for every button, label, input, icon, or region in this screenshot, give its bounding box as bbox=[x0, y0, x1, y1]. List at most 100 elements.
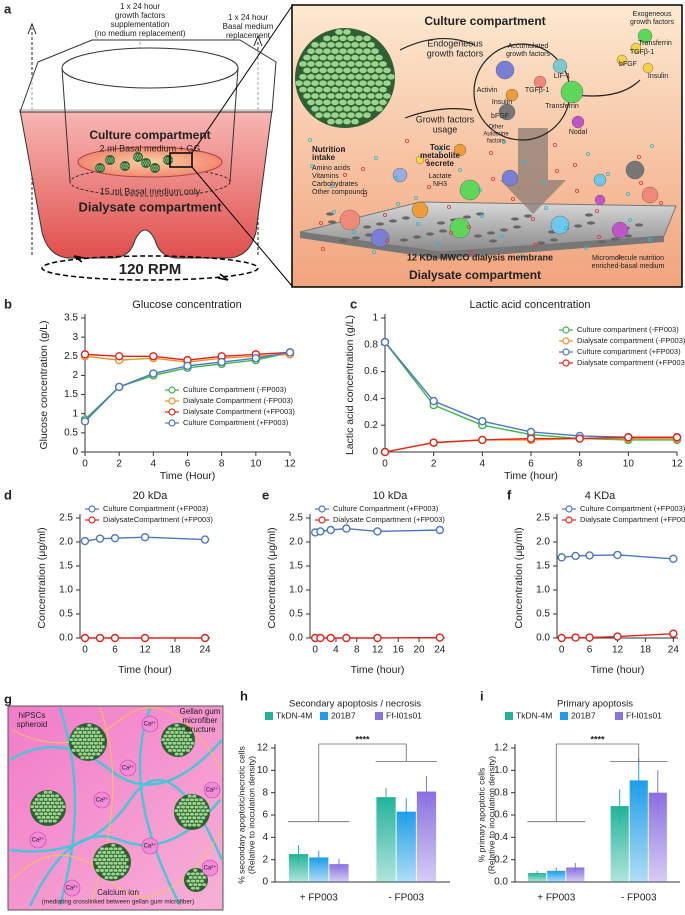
panel-label: h bbox=[240, 688, 248, 703]
y-tick-label: 0.5 bbox=[64, 427, 78, 438]
legend-swatch bbox=[560, 712, 568, 720]
diagram-text: Nutrition bbox=[312, 145, 345, 154]
diagram-text: LIF-1 bbox=[554, 73, 570, 80]
cell bbox=[110, 872, 116, 876]
micro-dot bbox=[648, 237, 653, 242]
cell bbox=[152, 166, 156, 170]
flow-arrow bbox=[500, 128, 566, 214]
bar bbox=[288, 854, 309, 882]
micro-dot bbox=[542, 179, 547, 184]
cell bbox=[334, 92, 344, 100]
cell bbox=[125, 166, 129, 170]
cell bbox=[182, 815, 188, 820]
molecule bbox=[392, 167, 408, 183]
data-point bbox=[316, 633, 325, 643]
data-point bbox=[613, 550, 622, 560]
y-tick-label: 1.0 bbox=[536, 585, 550, 596]
cell bbox=[354, 86, 364, 93]
cell bbox=[124, 164, 128, 168]
x-axis-label: Time (hour) bbox=[351, 664, 405, 676]
cell bbox=[141, 163, 145, 167]
calcium-ion bbox=[119, 759, 137, 777]
cell bbox=[107, 158, 111, 162]
y-tick-label: 0 bbox=[372, 447, 378, 458]
data-point bbox=[326, 525, 335, 535]
cell bbox=[192, 868, 198, 873]
y-tick-label: 2.0 bbox=[59, 537, 73, 548]
data-point bbox=[557, 633, 566, 643]
cell bbox=[47, 804, 53, 809]
cell bbox=[133, 157, 137, 161]
cell bbox=[374, 92, 384, 100]
cell bbox=[104, 875, 109, 880]
cell bbox=[180, 819, 186, 824]
cell bbox=[366, 67, 376, 74]
cell bbox=[191, 794, 197, 799]
cell bbox=[354, 111, 364, 119]
cell bbox=[350, 41, 360, 49]
cell bbox=[196, 801, 202, 806]
cell bbox=[91, 752, 97, 756]
legend-label: Culture Compartment (+FP003) bbox=[333, 504, 439, 513]
cell bbox=[180, 797, 186, 802]
y-tick-label: 0 bbox=[262, 877, 268, 888]
data-point bbox=[316, 527, 325, 536]
cell bbox=[108, 868, 114, 873]
cell bbox=[178, 744, 184, 749]
legend-label: Ff-I01s01 bbox=[386, 710, 422, 720]
cell bbox=[113, 854, 118, 858]
pore bbox=[474, 234, 482, 238]
cell bbox=[94, 166, 98, 170]
ion-label: Ca²⁺ bbox=[144, 721, 157, 728]
micro-dot bbox=[501, 139, 506, 144]
cell bbox=[192, 882, 198, 887]
cell bbox=[338, 111, 348, 119]
micro-dot bbox=[466, 224, 471, 229]
x-tick-label: 12 bbox=[671, 459, 683, 470]
cell bbox=[195, 879, 200, 883]
diagram-text: growth factors bbox=[506, 51, 550, 58]
cell bbox=[36, 815, 42, 820]
x-tick-label: 12 bbox=[284, 459, 296, 470]
cell bbox=[54, 815, 60, 820]
y-tick-label: 1.5 bbox=[536, 561, 550, 572]
arrow-head bbox=[27, 22, 37, 35]
diagram-text: Autocrine bbox=[483, 132, 509, 138]
pore bbox=[339, 239, 347, 243]
cell bbox=[41, 801, 46, 805]
y-tick-label: 0.8 bbox=[494, 787, 508, 798]
cell bbox=[322, 99, 332, 106]
cell bbox=[350, 92, 360, 100]
cell bbox=[119, 850, 125, 855]
cell bbox=[117, 854, 123, 858]
y-tick-label: 1.2 bbox=[494, 743, 508, 754]
y-tick-label: 1.0 bbox=[494, 765, 508, 776]
bar bbox=[396, 811, 416, 882]
micro-dot bbox=[510, 196, 515, 201]
cell bbox=[147, 161, 151, 165]
cell bbox=[75, 741, 81, 746]
cell bbox=[358, 79, 368, 87]
data-point bbox=[326, 633, 335, 643]
cell bbox=[189, 812, 195, 817]
cell bbox=[93, 741, 99, 746]
diagram-text: Exogeneous bbox=[633, 11, 672, 18]
cell bbox=[119, 164, 123, 168]
micro-dot bbox=[329, 183, 334, 188]
ion-label: Ca²⁺ bbox=[144, 843, 157, 850]
cell bbox=[186, 871, 191, 876]
chart-title: Glucose concentration bbox=[132, 299, 241, 311]
cell bbox=[176, 734, 182, 738]
ion-label: Ca²⁺ bbox=[122, 765, 135, 772]
diagram-text: 2 ml Basal medium + GG bbox=[100, 143, 201, 153]
cell bbox=[172, 726, 177, 731]
cell bbox=[104, 846, 109, 851]
pore bbox=[476, 212, 484, 216]
molecule bbox=[560, 80, 584, 104]
legend-marker bbox=[562, 337, 570, 345]
molecule bbox=[498, 103, 516, 121]
cell bbox=[174, 730, 180, 735]
data-point bbox=[585, 551, 594, 560]
cell bbox=[52, 797, 58, 802]
cell bbox=[141, 160, 145, 163]
